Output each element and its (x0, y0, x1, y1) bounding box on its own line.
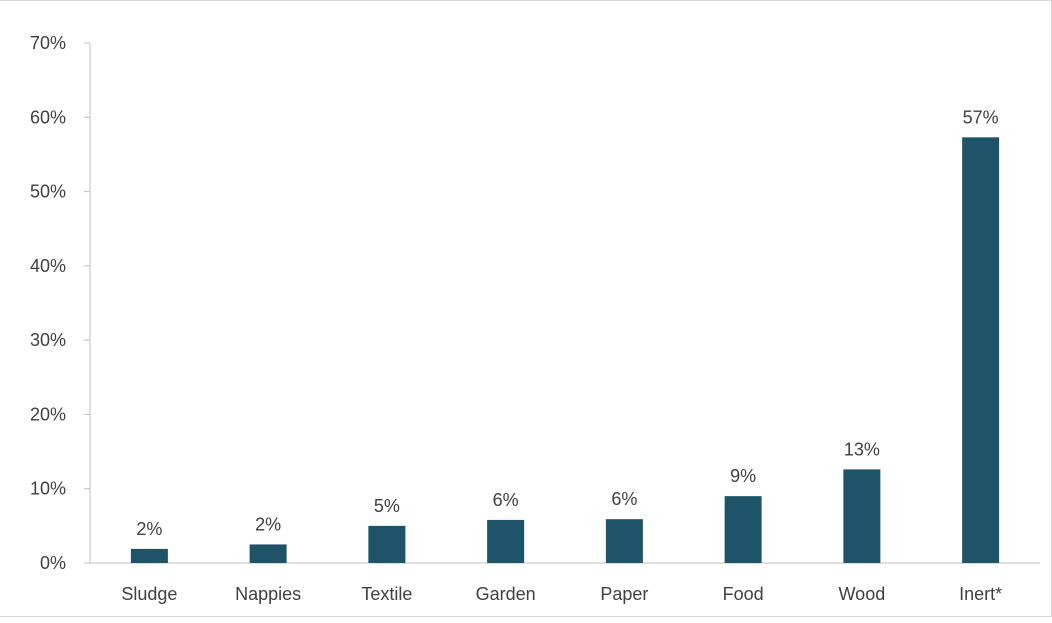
data-label: 6% (493, 490, 519, 510)
bar-nappies (249, 544, 287, 563)
bar-food (724, 496, 762, 563)
bar-inert (962, 137, 1000, 564)
data-label: 2% (255, 514, 281, 534)
data-label: 13% (844, 439, 880, 459)
bar-paper (605, 519, 643, 563)
x-tick-label: Wood (839, 584, 886, 604)
y-tick-label: 0% (40, 553, 66, 573)
bars (130, 137, 1000, 564)
y-tick-label: 50% (30, 182, 66, 202)
data-label: 2% (136, 519, 162, 539)
x-tick-label: Inert* (959, 584, 1002, 604)
x-tick-label: Paper (600, 584, 648, 604)
y-tick-label: 70% (30, 33, 66, 53)
data-label: 9% (730, 466, 756, 486)
y-tick-label: 40% (30, 256, 66, 276)
y-tick-label: 20% (30, 404, 66, 424)
data-label: 57% (963, 107, 999, 127)
bar-textile (368, 525, 406, 563)
bar-wood (843, 469, 881, 563)
x-tick-label: Food (723, 584, 764, 604)
bar-garden (487, 519, 525, 563)
x-tick-label: Garden (476, 584, 536, 604)
data-label: 5% (374, 496, 400, 516)
x-axis: Sludge Nappies Textile Garden Paper Food Wood I… (90, 562, 1040, 604)
y-tick-label: 30% (30, 330, 66, 350)
data-label: 6% (611, 489, 637, 509)
y-tick-label: 60% (30, 107, 66, 127)
x-tick-label: Nappies (235, 584, 301, 604)
y-tick-label: 10% (30, 479, 66, 499)
x-tick-label: Sludge (121, 584, 177, 604)
bar-sludge (130, 548, 168, 563)
data-labels: 2% 2% 5% 6% 6% 9% 13% 57% (136, 107, 998, 539)
y-axis: 0% 10% 20% 30% 40% 50% 60% 70% (30, 33, 91, 573)
x-tick-label: Textile (361, 584, 412, 604)
